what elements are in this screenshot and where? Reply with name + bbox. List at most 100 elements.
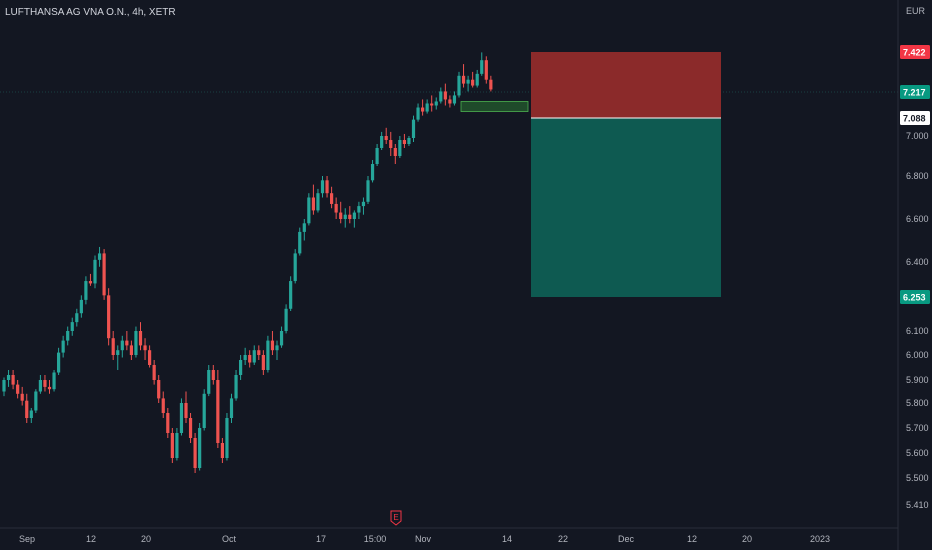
- candle[interactable]: [211, 365, 215, 385]
- candle[interactable]: [57, 347, 61, 375]
- candle[interactable]: [97, 246, 102, 267]
- time-axis[interactable]: Sep 12 20 Oct 17 15:00 Nov 14 22 Dec 12 20 2023: [19, 534, 830, 544]
- candle[interactable]: [243, 347, 247, 365]
- candle[interactable]: [279, 326, 284, 348]
- candle[interactable]: [384, 127, 388, 144]
- candle[interactable]: [220, 438, 224, 463]
- candle[interactable]: [107, 288, 111, 346]
- candle[interactable]: [52, 370, 56, 392]
- candle[interactable]: [311, 184, 315, 215]
- candle[interactable]: [270, 331, 275, 355]
- candle[interactable]: [152, 360, 156, 385]
- candle[interactable]: [111, 331, 115, 360]
- candle[interactable]: [234, 370, 238, 401]
- candle[interactable]: [375, 144, 379, 166]
- candle[interactable]: [6, 370, 11, 387]
- demand-zone[interactable]: [460, 101, 529, 112]
- candle[interactable]: [70, 317, 74, 336]
- candle[interactable]: [261, 350, 265, 375]
- candle[interactable]: [125, 331, 129, 351]
- candle[interactable]: [38, 375, 42, 394]
- candle[interactable]: [43, 375, 47, 392]
- candle[interactable]: [448, 95, 452, 108]
- candle[interactable]: [20, 386, 24, 406]
- earnings-event-marker[interactable]: E: [390, 510, 402, 526]
- candle[interactable]: [348, 206, 352, 224]
- candle[interactable]: [239, 355, 243, 380]
- candle[interactable]: [207, 365, 211, 397]
- candle[interactable]: [157, 375, 161, 403]
- candle[interactable]: [202, 389, 206, 431]
- candle[interactable]: [425, 99, 429, 114]
- candle[interactable]: [439, 87, 443, 104]
- candle[interactable]: [316, 188, 320, 213]
- candle[interactable]: [393, 144, 397, 164]
- candle[interactable]: [11, 370, 15, 390]
- candle[interactable]: [330, 186, 334, 209]
- candle[interactable]: [179, 398, 184, 436]
- candle[interactable]: [79, 295, 83, 318]
- candle[interactable]: [302, 219, 306, 241]
- candle[interactable]: [225, 413, 229, 461]
- candle[interactable]: [480, 52, 484, 76]
- candle[interactable]: [411, 115, 416, 142]
- candle[interactable]: [198, 423, 202, 471]
- candle[interactable]: [430, 95, 434, 112]
- candle[interactable]: [320, 176, 325, 198]
- candle[interactable]: [416, 103, 420, 122]
- candle[interactable]: [16, 380, 20, 399]
- candle[interactable]: [248, 350, 252, 368]
- candle[interactable]: [457, 71, 461, 98]
- candle[interactable]: [25, 393, 29, 423]
- candle[interactable]: [257, 345, 261, 360]
- candle[interactable]: [116, 345, 120, 370]
- candle[interactable]: [484, 56, 488, 84]
- candle[interactable]: [138, 322, 143, 351]
- candle[interactable]: [443, 83, 447, 106]
- zone-box[interactable]: [460, 101, 529, 112]
- candle[interactable]: [134, 326, 138, 358]
- candle[interactable]: [293, 249, 297, 284]
- candle[interactable]: [339, 201, 343, 224]
- candle[interactable]: [421, 99, 425, 116]
- candle[interactable]: [66, 326, 70, 346]
- candle[interactable]: [2, 377, 6, 397]
- candle[interactable]: [143, 338, 147, 360]
- candle[interactable]: [88, 273, 93, 286]
- candle[interactable]: [289, 276, 293, 311]
- short-position-tool[interactable]: [531, 52, 721, 297]
- candle[interactable]: [284, 304, 288, 334]
- candle[interactable]: [398, 136, 402, 158]
- stop-loss-zone[interactable]: [531, 52, 721, 118]
- candle[interactable]: [452, 91, 457, 106]
- take-profit-zone[interactable]: [531, 118, 721, 297]
- candle[interactable]: [47, 380, 52, 394]
- candle[interactable]: [402, 133, 406, 148]
- candle[interactable]: [334, 197, 338, 220]
- candle[interactable]: [352, 210, 356, 228]
- event-marker-icon[interactable]: [390, 510, 402, 526]
- candle[interactable]: [129, 340, 133, 360]
- candle[interactable]: [266, 335, 270, 373]
- candle[interactable]: [84, 276, 88, 305]
- candle[interactable]: [370, 160, 375, 183]
- candle[interactable]: [188, 413, 193, 443]
- candle[interactable]: [166, 408, 170, 438]
- candle[interactable]: [252, 345, 256, 365]
- candle[interactable]: [434, 97, 438, 110]
- candle[interactable]: [366, 176, 370, 204]
- candle[interactable]: [361, 197, 366, 215]
- candle[interactable]: [102, 249, 106, 300]
- candle[interactable]: [389, 131, 393, 156]
- candles[interactable]: [2, 52, 493, 473]
- candle[interactable]: [489, 75, 493, 92]
- candle[interactable]: [175, 428, 179, 461]
- candle[interactable]: [461, 64, 466, 88]
- candle[interactable]: [407, 136, 411, 146]
- candle[interactable]: [29, 408, 33, 423]
- candle[interactable]: [34, 389, 38, 413]
- candle[interactable]: [307, 193, 311, 226]
- candle[interactable]: [93, 255, 97, 289]
- candle[interactable]: [61, 335, 65, 358]
